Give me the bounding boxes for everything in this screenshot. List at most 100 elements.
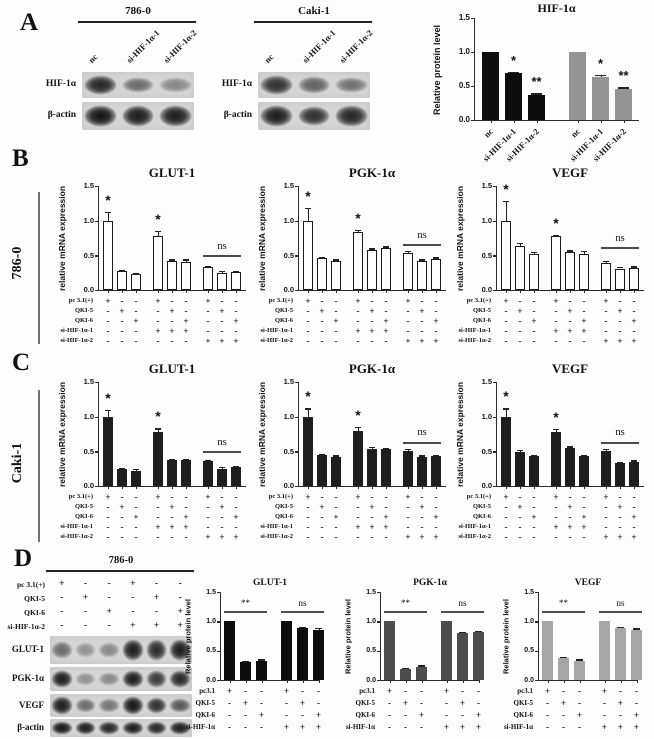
matrix-symbol: - (306, 531, 310, 542)
bar (240, 661, 251, 680)
error-bar-cap (233, 270, 239, 272)
protein-band (160, 106, 191, 126)
matrix-symbol: - (184, 501, 188, 512)
matrix-symbol: - (618, 511, 622, 522)
protein-band (123, 670, 143, 688)
error-bar (186, 259, 188, 263)
protein-band (170, 721, 190, 735)
y-axis (98, 382, 100, 486)
error-bar-cap (459, 631, 466, 634)
protein-band (336, 77, 367, 93)
matrix-symbol: - (170, 491, 174, 502)
y-tick-label: 1.0 (366, 617, 376, 625)
y-axis-label: Relative protein level (343, 599, 353, 675)
error-bar-cap (631, 460, 637, 462)
matrix-symbol: + (475, 709, 482, 720)
matrix-symbol: - (120, 325, 124, 336)
matrix-symbol: - (604, 325, 608, 336)
matrix-symbol: - (619, 685, 622, 696)
y-tick (95, 382, 98, 384)
chart-glut1-mrna-786-0: GLUT-1 relative mRNA expression 0.0 0.5 1.0 1… (52, 165, 252, 352)
blot-header: Caki-1 (298, 5, 330, 17)
blot-matrix-row-label: QKI-6 (24, 608, 45, 617)
y-tick-label: 1.0 (206, 617, 216, 625)
matrix-symbol: + (581, 325, 587, 336)
blot-row-label: HIF-1α (221, 79, 252, 89)
chart-vegf-mrna-caki-1: VEGF relative mRNA expression 0.0 0.5 1.0 1.5… (450, 361, 650, 548)
matrix-symbol: - (120, 511, 124, 522)
y-tick-label: 1.5 (283, 181, 294, 191)
bar (529, 456, 539, 486)
matrix-symbol: - (518, 325, 522, 336)
matrix-row-label: QKI-5 (355, 699, 375, 707)
y-tick-label: 0.5 (83, 446, 94, 456)
matrix-symbol: - (603, 697, 606, 708)
y-tick-label: 0.5 (283, 250, 294, 260)
matrix-symbol: - (244, 685, 247, 696)
y-tick-label: 0.5 (458, 81, 470, 90)
matrix-symbol: + (169, 521, 175, 532)
sig-line (384, 611, 427, 614)
matrix-row-label: si-HIF-1α-2 (458, 337, 491, 344)
matrix-symbol: - (568, 295, 572, 306)
matrix-symbol: - (604, 511, 608, 522)
matrix-symbol: + (155, 491, 161, 502)
matrix-symbol: - (420, 491, 424, 502)
matrix-symbol: - (582, 491, 586, 502)
matrix-row-label: pc3.1 (199, 687, 215, 695)
x-tick (600, 120, 602, 123)
y-tick (377, 680, 380, 682)
matrix-symbol: - (604, 315, 608, 326)
bar (331, 260, 341, 290)
x-tick (577, 120, 579, 123)
matrix-symbol: + (531, 315, 537, 326)
error-bar-cap (405, 251, 411, 253)
matrix-symbol: - (184, 335, 188, 346)
matrix-symbol: + (183, 511, 189, 522)
y-tick (95, 186, 98, 188)
y-tick-label: 1.5 (481, 377, 492, 387)
y-tick (295, 416, 298, 418)
y-axis (298, 382, 300, 486)
error-bar-cap (242, 660, 249, 662)
blot-header-line (46, 570, 194, 572)
protein-band (52, 721, 72, 735)
matrix-symbol: - (532, 531, 536, 542)
x-tick (422, 486, 424, 489)
matrix-symbol: + (133, 315, 139, 326)
protein-band (123, 640, 143, 660)
sig-text: ** (401, 598, 410, 609)
matrix-symbol: - (356, 531, 360, 542)
bar (601, 451, 611, 486)
x-tick (236, 486, 238, 489)
sig-text: ** (559, 598, 568, 609)
sig-line (224, 611, 267, 614)
error-bar (556, 429, 558, 432)
matrix-symbol: + (503, 295, 509, 306)
matrix-symbol: - (106, 305, 110, 316)
matrix-symbol: + (219, 501, 225, 512)
error-bar-cap (581, 454, 587, 456)
x-tick (308, 290, 310, 293)
matrix-symbol: - (106, 531, 110, 542)
sig-text: ns (217, 436, 227, 448)
y-tick-label: 1.0 (83, 411, 94, 421)
y-tick-label: 1.5 (83, 181, 94, 191)
bar (529, 253, 539, 290)
matrix-row-label: pc 3.1(+) (68, 493, 93, 500)
matrix-symbol: - (445, 697, 448, 708)
error-bar-cap (553, 429, 559, 431)
matrix-symbol: - (220, 325, 224, 336)
matrix-symbol: - (582, 295, 586, 306)
matrix-row-label: QKI-6 (274, 317, 293, 324)
matrix-row-label: QKI-5 (472, 503, 491, 510)
matrix-symbol: + (242, 697, 249, 708)
matrix-symbol: + (603, 295, 609, 306)
sig-text: ns (417, 427, 427, 439)
bar (574, 660, 585, 680)
error-bar (584, 251, 586, 254)
chart-pgk1a-mrna-caki-1: PGK-1α relative mRNA expression 0.0 0.5 1.0 1… (252, 361, 452, 548)
y-tick-label: 0.5 (481, 250, 492, 260)
x-tick (436, 486, 438, 489)
